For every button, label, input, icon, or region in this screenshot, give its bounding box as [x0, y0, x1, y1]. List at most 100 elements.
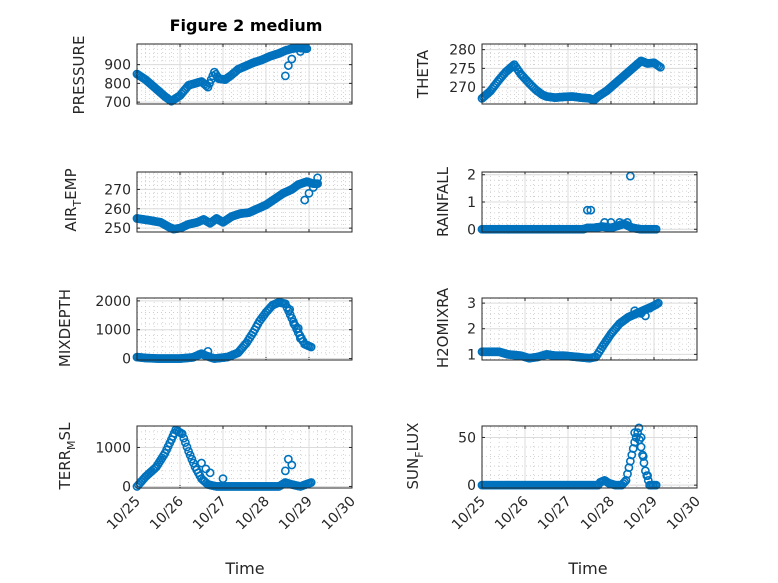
axes-frame [136, 297, 353, 361]
ylabel-terr-msl-subscript: M [65, 440, 78, 450]
x-tick-label: 10/30 [664, 494, 704, 534]
figure-title: Figure 2 medium [170, 16, 323, 35]
y-tick-label: 2 [467, 322, 476, 338]
data-point [634, 423, 644, 433]
axes-frame [481, 425, 698, 489]
data-point [641, 311, 650, 321]
data-point [306, 342, 316, 352]
axes-frame [481, 43, 698, 105]
data-point [180, 438, 190, 447]
axes-frame [136, 171, 353, 233]
xlabel-left: Time [224, 559, 264, 578]
data-point [651, 224, 661, 234]
ylabel-mixdepth: MIXDEPTH [56, 289, 74, 367]
axes-rainfall: RAINFALL 0 1 2 [434, 166, 698, 238]
ylabel-rainfall: RAINFALL [434, 166, 452, 237]
data-point [295, 47, 305, 56]
data-point [205, 468, 215, 478]
data-point [283, 61, 293, 70]
y-tick-label: 260 [104, 202, 131, 218]
y-tick-label: 700 [104, 95, 131, 111]
axes-frame [136, 43, 353, 105]
y-tick-label: 270 [104, 182, 131, 198]
data-point [304, 188, 314, 198]
data-point [308, 183, 318, 192]
x-tick-label: 10/27 [535, 494, 575, 534]
data-point [606, 218, 616, 227]
ylabel-air-temp: AIRTEMP [62, 168, 84, 231]
axes-frame [481, 297, 698, 361]
y-tick-label: 0 [122, 479, 131, 495]
ylabel-h2omixra: H2OMIXRA [434, 287, 452, 368]
data-point [651, 480, 661, 490]
axes-terr-msl: TERRMSL 10/25 10/26 10/27 10/28 10/29 10/30 0 1… [56, 422, 359, 533]
data-point [630, 437, 640, 447]
x-tick-label: 10/25 [104, 494, 144, 534]
plot-area-sun_flux [482, 426, 697, 488]
y-tick-label: 0 [122, 352, 131, 368]
data-point [641, 466, 650, 476]
ylabel-sun-flux: SUNFLUX [404, 423, 426, 490]
y-tick-label: 1000 [95, 323, 131, 339]
x-tick-label: 10/29 [621, 494, 661, 534]
y-tick-label: 2000 [95, 294, 131, 310]
axes-mixdepth: MIXDEPTH 0 1000 2000 [56, 289, 353, 368]
data-point [293, 323, 303, 333]
data-point [645, 303, 655, 313]
ylabel-terr-msl: TERRMSL [56, 422, 78, 491]
data-point [653, 298, 663, 308]
data-point [280, 71, 290, 81]
data-point [197, 458, 206, 468]
y-tick-label: 250 [104, 221, 131, 237]
x-tick-label: 10/28 [233, 494, 273, 534]
y-tick-label: 1000 [95, 440, 131, 456]
y-tick-label: 50 [458, 430, 476, 446]
y-tick-label: 270 [449, 80, 476, 96]
data-point [295, 333, 305, 343]
data-point [622, 218, 632, 227]
y-tick-label: 900 [104, 58, 131, 74]
data-point [636, 442, 646, 452]
data-point [287, 54, 297, 64]
y-tick-label: 3 [467, 296, 476, 312]
y-tick-label: 1 [467, 195, 476, 211]
data-point [643, 471, 652, 480]
y-tick-label: 1 [467, 347, 476, 363]
x-tick-label: 10/27 [190, 494, 230, 534]
data-point [285, 305, 295, 314]
data-point [218, 474, 228, 484]
y-tick-label: 0 [467, 478, 476, 494]
data-point [306, 478, 316, 487]
ylabel-sun-flux-subscript: F [413, 451, 426, 457]
data-point [313, 173, 322, 183]
ylabel-air-temp-subscript: T [71, 200, 84, 208]
plot-area-pressure [137, 44, 352, 104]
data-point [636, 308, 646, 318]
axes-air-temp: AIRTEMP 250 260 270 [62, 168, 353, 237]
y-tick-label: 0 [467, 222, 476, 238]
data-point [636, 433, 646, 442]
data-point [582, 205, 592, 215]
data-point [300, 195, 310, 205]
axes-sun-flux: SUNFLUX 10/25 10/26 10/27 10/28 10/29 10/30 0 5… [404, 423, 704, 534]
y-tick-label: 275 [449, 61, 476, 77]
x-tick-label: 10/25 [449, 494, 489, 534]
data-point [630, 428, 640, 438]
data-point [177, 429, 187, 439]
x-tick-label: 10/30 [319, 494, 359, 534]
ylabel-theta: THETA [414, 49, 432, 99]
xlabel-right: Time [567, 559, 607, 578]
x-tick-label: 10/29 [276, 494, 316, 534]
data-point [586, 205, 596, 215]
x-tick-label: 10/26 [492, 493, 532, 533]
data-point [620, 477, 630, 487]
x-tick-label: 10/26 [147, 493, 187, 533]
axes-frame [481, 171, 698, 233]
data-point [287, 460, 297, 470]
data-point [203, 346, 213, 356]
data-point [656, 62, 665, 72]
axes-pressure: PRESSURE 700 800 900 [70, 36, 353, 114]
axes-frame [136, 425, 353, 489]
data-point [179, 433, 189, 443]
